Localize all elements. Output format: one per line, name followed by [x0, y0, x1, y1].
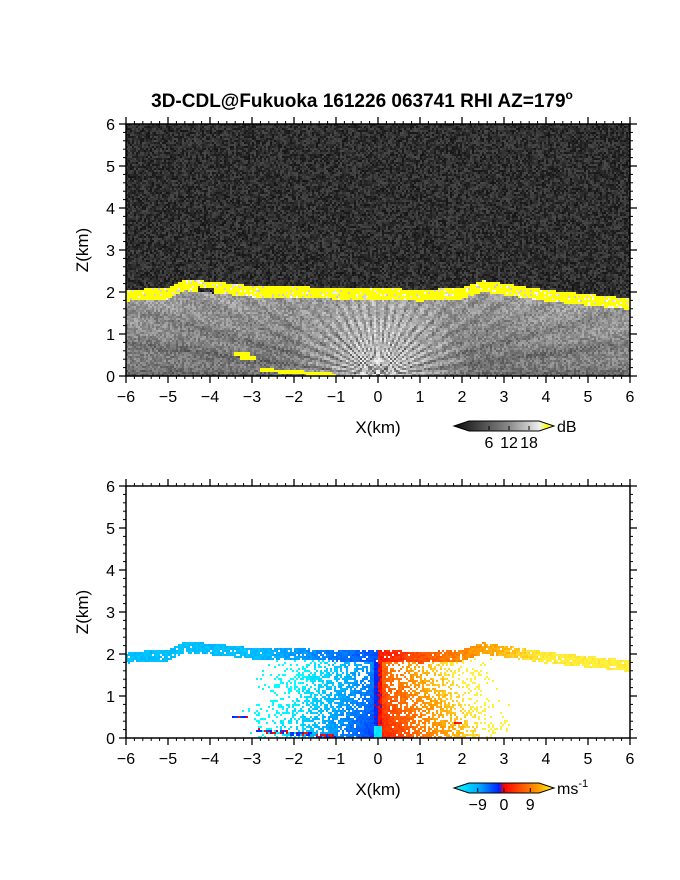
- snr-y-tick-label: 0: [106, 369, 115, 386]
- velocity-y-tick-label: 4: [106, 563, 115, 580]
- snr-colorbar-ticks: 6 12 18: [485, 426, 538, 452]
- snr-colorbar-tick-label: 12: [500, 435, 518, 452]
- velocity-x-ticks: −6 −5 −4 −3 −2 −1 0 1 2 3 4 5 6: [117, 479, 635, 768]
- snr-x-tick-label: 5: [584, 389, 593, 406]
- velocity-colorbar-ticks: −9 0 9: [469, 788, 535, 814]
- snr-x-tick-label: 3: [500, 389, 509, 406]
- snr-x-tick-label: −6: [117, 389, 135, 406]
- snr-x-tick-label: −5: [159, 389, 177, 406]
- velocity-y-tick-label: 0: [106, 731, 115, 748]
- snr-heatmap: [126, 124, 630, 376]
- velocity-x-tick-label: −1: [327, 751, 345, 768]
- snr-x-tick-label: 6: [626, 389, 635, 406]
- snr-y-ticks: 0 1 2 3 4 5 6: [106, 117, 637, 386]
- velocity-x-tick-label: −3: [243, 751, 261, 768]
- velocity-x-axis-label: X(km): [355, 780, 400, 799]
- snr-colorbar-tick-label: 18: [520, 435, 538, 452]
- velocity-y-axis-label: Z(km): [73, 590, 92, 634]
- velocity-x-tick-label: 5: [584, 751, 593, 768]
- velocity-colorbar: −9 0 9 ms-1: [452, 778, 588, 814]
- velocity-x-tick-label: 3: [500, 751, 509, 768]
- velocity-image: [126, 486, 630, 738]
- velocity-x-tick-label: 1: [416, 751, 425, 768]
- snr-colorbar-unit: dB: [557, 419, 577, 436]
- velocity-y-tick-label: 2: [106, 647, 115, 664]
- velocity-x-tick-label: −5: [159, 751, 177, 768]
- velocity-x-tick-label: 0: [374, 751, 383, 768]
- snr-image: [126, 124, 630, 376]
- velocity-y-tick-label: 1: [106, 689, 115, 706]
- velocity-y-ticks: 0 1 2 3 4 5 6: [106, 479, 637, 748]
- snr-x-tick-label: −2: [285, 389, 303, 406]
- snr-x-tick-label: 0: [374, 389, 383, 406]
- snr-x-tick-label: 2: [458, 389, 467, 406]
- snr-x-tick-label: 1: [416, 389, 425, 406]
- velocity-x-tick-label: 4: [542, 751, 551, 768]
- snr-y-tick-label: 3: [106, 243, 115, 260]
- snr-x-tick-label: −4: [201, 389, 219, 406]
- chart-title: 3D-CDL@Fukuoka 161226 063741 RHI AZ=179o: [151, 88, 573, 112]
- snr-y-tick-label: 4: [106, 201, 115, 218]
- velocity-x-tick-label: −4: [201, 751, 219, 768]
- velocity-x-tick-label: 6: [626, 751, 635, 768]
- snr-x-ticks: −6 −5 −4 −3 −2 −1 0 1 2 3 4 5 6: [117, 117, 635, 406]
- snr-x-tick-label: −3: [243, 389, 261, 406]
- velocity-y-tick-label: 3: [106, 605, 115, 622]
- snr-y-tick-label: 6: [106, 117, 115, 134]
- snr-x-tick-label: 4: [542, 389, 551, 406]
- snr-y-axis-label: Z(km): [73, 228, 92, 272]
- snr-x-tick-label: −1: [327, 389, 345, 406]
- velocity-colorbar-tick-label: 0: [500, 797, 509, 814]
- velocity-colorbar-tick-label: −9: [469, 797, 487, 814]
- snr-x-axis-label: X(km): [355, 418, 400, 437]
- snr-y-tick-label: 1: [106, 327, 115, 344]
- velocity-colorbar-tick-label: 9: [526, 797, 535, 814]
- velocity-x-tick-label: 2: [458, 751, 467, 768]
- velocity-y-tick-label: 5: [106, 521, 115, 538]
- velocity-y-tick-label: 6: [106, 479, 115, 496]
- velocity-colorbar-unit: ms-1: [557, 778, 588, 798]
- velocity-x-tick-label: −6: [117, 751, 135, 768]
- snr-y-tick-label: 2: [106, 285, 115, 302]
- velocity-heatmap: [126, 486, 630, 738]
- snr-colorbar: 6 12 18 dB: [452, 419, 577, 452]
- snr-colorbar-bar: [452, 420, 556, 432]
- snr-y-tick-label: 5: [106, 159, 115, 176]
- velocity-x-tick-label: −2: [285, 751, 303, 768]
- snr-colorbar-tick-label: 6: [485, 435, 494, 452]
